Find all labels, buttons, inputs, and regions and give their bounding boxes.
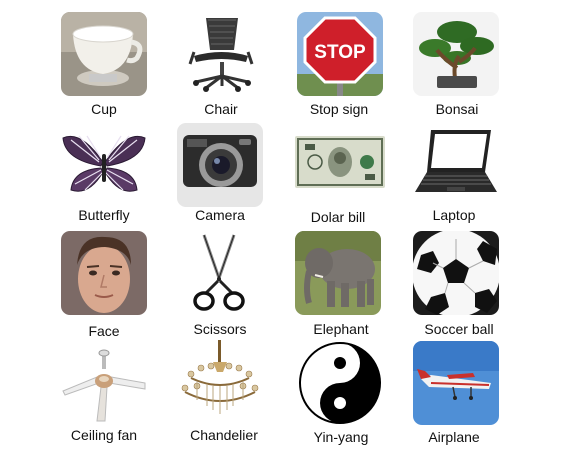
item-label: Cup (91, 101, 117, 117)
item-label: Laptop (432, 207, 476, 223)
stop-sign-icon: STOP (297, 12, 383, 96)
item-label: Yin-yang (313, 429, 369, 445)
item-label: Chair (204, 101, 238, 117)
item-label: Dolar bill (310, 209, 366, 225)
dollar-bill-icon (295, 136, 385, 188)
item-label: Ceiling fan (70, 427, 138, 443)
chandelier-icon (177, 338, 263, 422)
item-label: Airplane (428, 429, 480, 445)
item-label: Soccer ball (424, 321, 494, 337)
item-label: Face (88, 323, 120, 339)
item-label: Stop sign (309, 101, 369, 117)
laptop-icon (413, 124, 499, 208)
chair-icon (176, 12, 262, 96)
butterfly-icon (61, 124, 147, 208)
soccer-ball-icon (413, 231, 499, 315)
cup-icon (61, 12, 147, 96)
scissors-icon (176, 231, 262, 315)
bonsai-icon (413, 12, 499, 96)
item-label: Scissors (193, 321, 247, 337)
camera-icon (177, 123, 263, 207)
item-label: Elephant (313, 321, 369, 337)
elephant-icon (295, 231, 381, 315)
item-label: Camera (195, 207, 245, 223)
item-label: Chandelier (190, 427, 258, 443)
yin-yang-icon (297, 341, 383, 425)
ceiling-fan-icon (61, 343, 147, 427)
item-label: Butterfly (78, 207, 130, 223)
stop-sign-text: STOP (314, 42, 366, 63)
face-icon (61, 231, 147, 315)
item-label: Bonsai (435, 101, 479, 117)
airplane-icon (413, 341, 499, 425)
